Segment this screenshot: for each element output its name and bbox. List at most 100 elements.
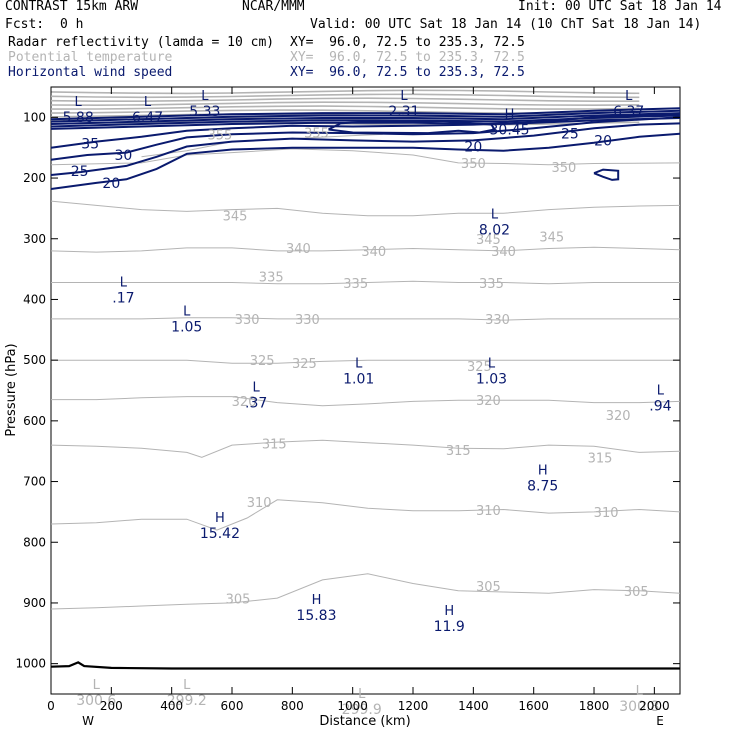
theta-contour-label: 315 xyxy=(588,451,613,466)
extremum-value: 8.75 xyxy=(527,479,558,495)
extremum-marker: H xyxy=(538,464,548,479)
theta-contour-label: 340 xyxy=(491,245,516,260)
field-name-theta: Potential temperature xyxy=(8,50,173,65)
theta-upper-isoline xyxy=(50,93,640,99)
extremum-value: .37 xyxy=(245,396,267,412)
theta-contour-label: 330 xyxy=(485,313,510,328)
wind-isotach xyxy=(50,113,681,149)
extremum-value: 30.45 xyxy=(490,122,530,138)
extremum-marker: L xyxy=(183,678,191,693)
extremum-value: 299.9 xyxy=(342,702,382,718)
theta-contour-label: 345 xyxy=(539,230,564,245)
y-tick-label: 200 xyxy=(23,171,46,185)
east-label: E xyxy=(656,714,664,728)
init-time: Init: 00 UTC Sat 18 Jan 14 xyxy=(518,0,722,14)
theta-contour-label: 330 xyxy=(235,313,260,328)
theta-contour-label: 325 xyxy=(292,357,317,372)
theta-isoline xyxy=(50,499,681,531)
theta-contour-label: 325 xyxy=(467,360,492,375)
valid-time: Valid: 00 UTC Sat 18 Jan 14 (10 ChT Sat … xyxy=(310,17,702,32)
extremum-value: 300.8 xyxy=(619,699,659,715)
theta-contour-label: 355 xyxy=(208,128,233,143)
extremum-value: 15.42 xyxy=(200,526,240,542)
extremum-marker: L xyxy=(93,678,101,693)
field-name-wind: Horizontal wind speed xyxy=(8,65,173,80)
field-name-reflectivity: Radar reflectivity (lamda = 10 cm) xyxy=(8,35,275,50)
forecast-label: Fcst: xyxy=(5,17,45,32)
theta-isoline xyxy=(50,148,681,166)
theta-contour-label: 305 xyxy=(476,580,501,595)
extremum-value: 1.01 xyxy=(343,371,374,387)
wind-isotach xyxy=(50,116,681,161)
extremum-marker: L xyxy=(358,687,366,702)
field-xy-wind: XY= 96.0, 72.5 to 235.3, 72.5 xyxy=(290,65,525,80)
extremum-marker: H xyxy=(505,107,515,122)
theta-contour-label: 340 xyxy=(361,245,386,260)
jet-core-isotach xyxy=(50,112,681,125)
wind-closed-contour xyxy=(328,120,497,135)
theta-contour-label: 350 xyxy=(551,161,576,176)
extremum-value: 299.2 xyxy=(167,693,207,709)
jet-core-isotach xyxy=(50,107,681,121)
x-axis-title: Distance (km) xyxy=(319,714,410,729)
jet-core-isotach xyxy=(50,109,681,123)
extremum-value: 1.03 xyxy=(476,371,507,387)
theta-upper-isoline xyxy=(50,97,640,102)
theta-contour-label: 335 xyxy=(479,277,504,292)
y-tick-label: 300 xyxy=(23,232,46,246)
y-tick-label: 600 xyxy=(23,414,46,428)
y-tick-label: 500 xyxy=(23,353,46,367)
extremum-marker: L xyxy=(183,305,191,320)
y-tick-label: 900 xyxy=(23,596,46,610)
model-title: CONTRAST 15km ARW xyxy=(5,0,139,14)
x-tick-label: 400 xyxy=(160,699,183,713)
extremum-value: 5.33 xyxy=(189,104,220,120)
theta-contour-label: 335 xyxy=(259,270,284,285)
theta-contour-label: 310 xyxy=(247,496,272,511)
theta-upper-isoline xyxy=(50,89,640,95)
theta-contour-label: 325 xyxy=(250,354,275,369)
extremum-value: .17 xyxy=(112,291,134,307)
theta-contour-label: 310 xyxy=(476,504,501,519)
y-tick-label: 100 xyxy=(23,110,46,124)
theta-contour-label: 335 xyxy=(343,277,368,292)
theta-contour-label: 345 xyxy=(223,210,248,225)
extremum-value: 8.02 xyxy=(479,223,510,239)
theta-contour-label: 320 xyxy=(232,395,257,410)
theta-contour-label: 330 xyxy=(295,313,320,328)
extremum-marker: H xyxy=(312,593,322,608)
theta-contour-label: 345 xyxy=(476,233,501,248)
wind-contour-label: 20 xyxy=(464,139,482,155)
y-tick-label: 400 xyxy=(23,292,46,306)
extremum-marker: H xyxy=(215,511,225,526)
x-tick-label: 600 xyxy=(221,699,244,713)
extremum-marker: L xyxy=(75,95,83,110)
theta-isoline xyxy=(50,246,681,253)
west-label: W xyxy=(82,714,94,728)
y-axis-title: Pressure (hPa) xyxy=(4,343,19,436)
theta-upper-isoline xyxy=(50,105,640,110)
extremum-value: 300.6 xyxy=(76,693,116,709)
terrain-surface xyxy=(50,661,680,670)
extremum-marker: H xyxy=(444,604,454,619)
wind-isotach xyxy=(50,122,681,176)
extremum-marker: L xyxy=(144,95,152,110)
theta-isoline xyxy=(50,200,681,217)
theta-contour-label: 350 xyxy=(461,157,486,172)
field-xy-theta: XY= 96.0, 72.5 to 235.3, 72.5 xyxy=(290,50,525,65)
theta-contour-label: 305 xyxy=(624,585,649,600)
plot-frame xyxy=(50,86,681,695)
wind-isotach xyxy=(50,132,681,190)
extremum-value: 5.88 xyxy=(63,110,94,126)
theta-contour-label: 305 xyxy=(226,593,251,608)
extremum-marker: L xyxy=(400,89,408,104)
extremum-value: 6.47 xyxy=(132,110,163,126)
wind-contour-label: 20 xyxy=(102,176,120,192)
theta-upper-isoline xyxy=(50,101,640,107)
theta-isoline xyxy=(50,573,681,610)
theta-isoline xyxy=(50,439,681,458)
extremum-value: 2.31 xyxy=(388,104,419,120)
y-tick-label: 1000 xyxy=(15,657,46,671)
forecast-hour: 0 h xyxy=(60,17,84,32)
